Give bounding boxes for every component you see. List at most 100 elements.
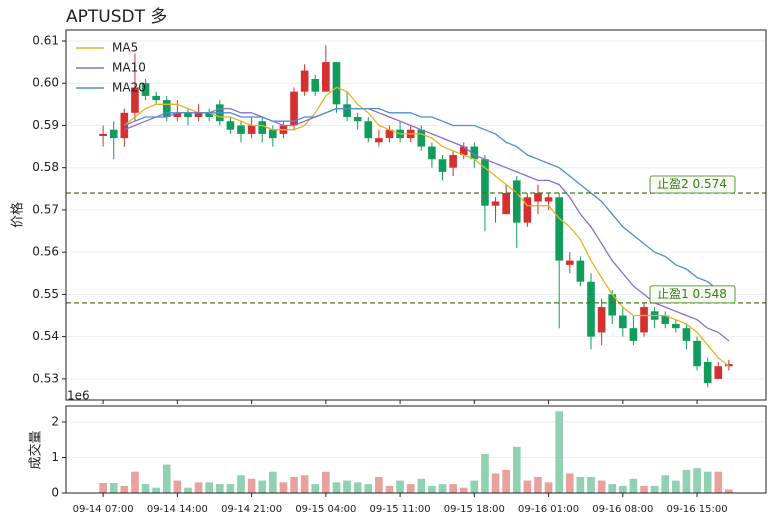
ma-line (124, 107, 730, 342)
volume-bar (173, 480, 182, 493)
plot-frame (65, 29, 767, 401)
candle-body (99, 133, 107, 137)
y-tick-label: 0.58 (32, 160, 59, 174)
candle-body (152, 95, 160, 101)
candle-body (375, 138, 383, 143)
candle-body (194, 112, 203, 118)
volume-bar (332, 482, 341, 493)
annotation-box (649, 175, 736, 194)
volume-bar (640, 485, 648, 493)
candle-body (141, 83, 150, 96)
candle-body (640, 307, 648, 333)
candle-body (661, 315, 670, 324)
legend-label: MA10 (112, 61, 146, 75)
volume-bar (693, 468, 701, 493)
x-tick-label: 09-16 15:00 (667, 504, 728, 515)
volume-bar (650, 485, 659, 493)
candle-body (725, 364, 733, 367)
volume-bar (247, 478, 256, 493)
volume-bar (290, 477, 298, 493)
volume-bar (311, 484, 320, 493)
volume-bar (725, 489, 733, 493)
volume-bar (364, 484, 373, 493)
volume-bar (109, 483, 118, 493)
y-tick-label: 0.59 (32, 118, 59, 132)
y-tick-label: 0.56 (32, 245, 59, 259)
candle-body (353, 117, 362, 122)
volume-bar (459, 487, 468, 493)
candle-body (491, 201, 500, 206)
volume-bar (629, 478, 638, 493)
volume-bar (269, 471, 277, 493)
candle-body (587, 281, 595, 337)
x-tick-label: 09-14 07:00 (73, 504, 134, 515)
volume-bar (322, 471, 330, 493)
volume-bar (672, 480, 680, 493)
candle-body (226, 121, 235, 130)
x-tick-label: 09-14 21:00 (221, 504, 282, 515)
volume-bar (152, 487, 160, 493)
volume-bar (544, 482, 553, 493)
volume-bar (449, 484, 457, 493)
candle-body (438, 159, 447, 172)
volume-bar (565, 473, 574, 493)
candle-body (672, 323, 680, 329)
volume-bar (162, 464, 171, 493)
volume-bar (226, 484, 235, 493)
candle-body (269, 129, 277, 139)
candle-body (703, 361, 712, 384)
volume-bar (279, 482, 288, 493)
volume-bar (682, 469, 691, 493)
volume-bar (428, 485, 436, 493)
volume-bar (131, 471, 139, 493)
candle-body (311, 78, 320, 92)
candle-body (364, 121, 373, 139)
candle-body (343, 104, 351, 118)
x-tick-label: 09-16 01:00 (518, 504, 579, 515)
ma-line (124, 107, 730, 300)
annotation-box (649, 285, 736, 304)
candle-body (608, 294, 617, 316)
candle-body (322, 62, 330, 92)
volume-bar (343, 480, 351, 493)
volume-bar (184, 487, 192, 493)
candle-body (682, 328, 691, 341)
candle-body (597, 307, 606, 333)
volume-axis-label: 成交量 (28, 430, 44, 469)
candle-body (534, 193, 542, 202)
volume-offset: 1e6 (67, 389, 90, 403)
candle-body (109, 129, 118, 139)
candle-body (385, 129, 394, 139)
volume-bar (438, 484, 447, 493)
candle-body (162, 100, 171, 118)
volume-bar (512, 446, 521, 493)
x-tick-label: 09-14 14:00 (147, 504, 208, 515)
candle-body (481, 159, 489, 206)
x-tick-label: 09-15 11:00 (370, 504, 431, 515)
volume-bar (608, 484, 617, 493)
legend-label: MA20 (112, 81, 146, 95)
volume-bar (576, 477, 585, 493)
volume-bar (237, 475, 245, 493)
candle-body (714, 366, 723, 379)
volume-bar (703, 471, 712, 493)
ma-line (123, 86, 730, 367)
candle-body (184, 112, 192, 118)
volume-bar (205, 482, 213, 493)
candle-body (693, 340, 701, 367)
candle-body (258, 121, 267, 134)
volume-bar (99, 483, 107, 493)
x-tick-label: 09-15 04:00 (295, 504, 356, 515)
candle-body (555, 197, 563, 261)
candle-body (300, 70, 309, 92)
volume-bar (353, 482, 362, 493)
y-tick-label: 1 (51, 450, 59, 464)
candle-body (449, 155, 457, 168)
volume-bar (141, 484, 150, 493)
candle-body (205, 112, 213, 118)
volume-bar (491, 473, 500, 493)
candle-body (512, 180, 521, 223)
volume-bar (417, 478, 426, 493)
volume-bar (587, 477, 595, 493)
